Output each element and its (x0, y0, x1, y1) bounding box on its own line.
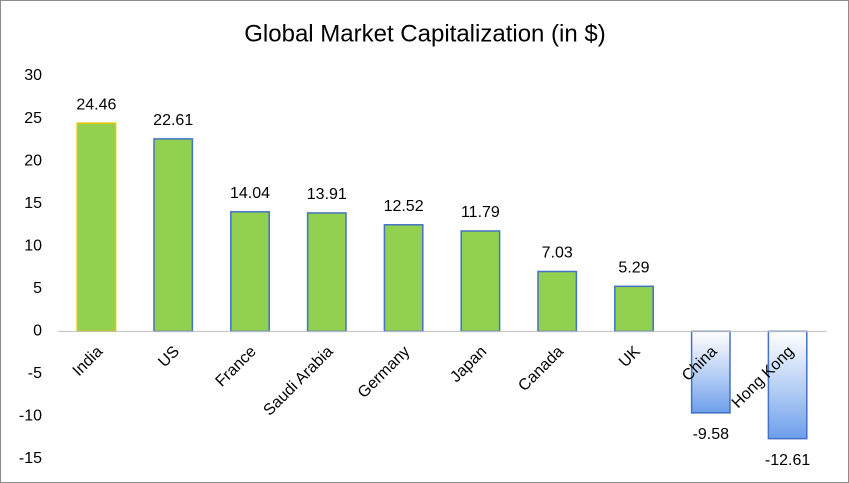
bar (230, 211, 270, 333)
bar (537, 270, 578, 333)
bar (690, 330, 731, 414)
data-label: 14.04 (230, 185, 270, 202)
y-tick-label: -10 (19, 408, 42, 425)
data-label: -9.58 (693, 426, 730, 443)
y-tick-label: 0 (33, 323, 42, 340)
data-label: -12.61 (765, 452, 810, 469)
bar (383, 224, 424, 333)
bar (76, 122, 117, 333)
data-label: 7.03 (542, 245, 573, 262)
y-tick-label: 5 (33, 280, 42, 297)
y-tick-label: -5 (28, 365, 42, 382)
y-tick-label: -15 (19, 450, 42, 467)
bar (767, 330, 808, 440)
bar (306, 212, 347, 333)
data-label: 22.61 (153, 112, 193, 129)
data-label: 11.79 (461, 204, 500, 221)
chart-title: Global Market Capitalization (in $) (244, 20, 606, 47)
data-label: 13.91 (307, 186, 347, 203)
data-label: 5.29 (618, 260, 649, 277)
bar (460, 230, 501, 333)
y-tick-label: 20 (24, 152, 42, 169)
y-tick-label: 25 (24, 110, 42, 127)
data-label: 12.52 (384, 198, 424, 215)
bar (153, 138, 194, 333)
y-tick-label: 10 (24, 237, 42, 254)
y-tick-label: 15 (24, 195, 42, 212)
data-label: 24.46 (76, 96, 116, 113)
bar (614, 285, 654, 333)
y-tick-label: 30 (24, 67, 42, 84)
